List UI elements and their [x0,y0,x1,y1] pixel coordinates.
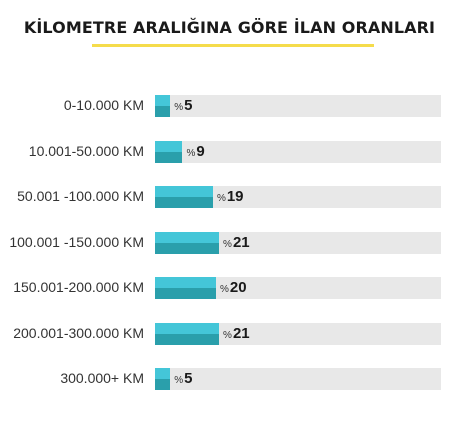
percent-sign: % [220,284,229,295]
bar-track: %5 [155,368,441,390]
value-number: 9 [196,143,205,160]
value-label: %5 [174,370,192,387]
value-label: %21 [223,325,250,342]
value-number: 5 [184,97,193,114]
value-label: %21 [223,234,250,251]
percent-sign: % [174,375,184,386]
bar-track: %21 [155,232,441,254]
title-underline [92,44,374,47]
bar [155,323,220,345]
percent-sign: % [174,102,184,113]
bar [155,232,220,254]
bar [155,95,171,117]
bar [155,368,171,390]
percent-sign: % [223,330,232,341]
bar-track: %5 [155,95,441,117]
bar-track: %19 [155,186,441,208]
category-label: 200.001-300.000 KM [13,325,144,341]
value-number: 20 [229,279,247,296]
percent-sign: % [186,148,196,159]
bar-track: %20 [155,277,441,299]
category-label: 10.001-50.000 KM [28,143,144,159]
category-label: 100.001 -150.000 KM [9,234,144,250]
category-label: 50.001 -100.000 KM [17,188,144,204]
bar [155,141,183,163]
bar-track: %9 [155,141,441,163]
value-label: %9 [186,143,204,160]
bar-track: %21 [155,323,441,345]
percent-sign: % [223,239,232,250]
value-label: %5 [174,97,192,114]
value-label: %19 [217,188,244,205]
bar [155,277,216,299]
category-label: 300.000+ KM [60,370,144,386]
chart-title: KİLOMETRE ARALIĞINA GÖRE İLAN ORANLARI [23,18,436,37]
value-label: %20 [220,279,247,296]
value-number: 5 [184,370,193,387]
value-number: 21 [232,325,250,342]
value-number: 21 [232,234,250,251]
value-number: 19 [226,188,244,205]
category-label: 0-10.000 KM [63,97,144,113]
bar [155,186,213,208]
percent-sign: % [216,193,226,204]
category-label: 150.001-200.000 KM [13,279,144,295]
